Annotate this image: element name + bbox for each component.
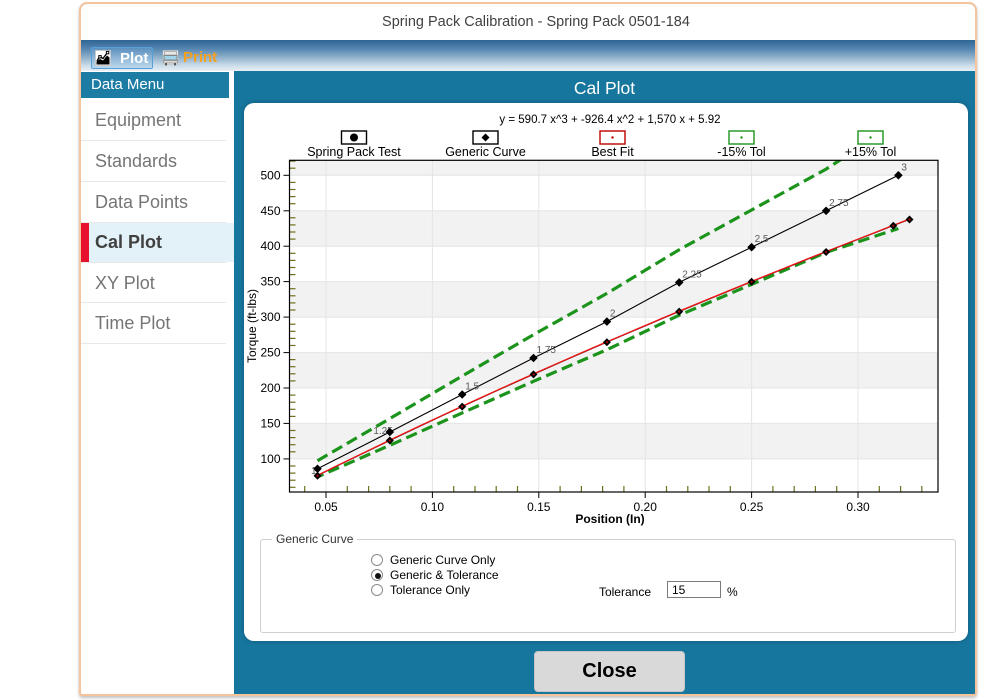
svg-text:1: 1 (311, 466, 317, 477)
svg-text:Position (In): Position (In) (575, 512, 644, 526)
svg-text:-15% Tol: -15% Tol (717, 145, 765, 159)
svg-text:3: 3 (901, 162, 907, 173)
svg-text:+15% Tol: +15% Tol (845, 145, 897, 159)
svg-text:250: 250 (260, 346, 280, 360)
svg-text:2.5: 2.5 (755, 234, 769, 245)
svg-text:Spring Pack Test: Spring Pack Test (307, 145, 401, 159)
svg-text:500: 500 (260, 168, 280, 182)
svg-text:400: 400 (260, 239, 280, 253)
svg-text:350: 350 (260, 275, 280, 289)
svg-text:2: 2 (610, 309, 616, 320)
svg-text:Torque (ft-lbs): Torque (ft-lbs) (245, 289, 259, 363)
svg-text:2.75: 2.75 (829, 198, 849, 209)
svg-text:1.25: 1.25 (373, 426, 393, 437)
svg-text:0.05: 0.05 (314, 500, 338, 514)
svg-text:2.25: 2.25 (682, 269, 702, 280)
svg-text:100: 100 (260, 452, 280, 466)
svg-text:300: 300 (260, 310, 280, 324)
svg-text:150: 150 (260, 416, 280, 430)
svg-text:y = 590.7 x^3 + -926.4 x^2 + 1: y = 590.7 x^3 + -926.4 x^2 + 1,570 x + 5… (499, 114, 720, 126)
svg-text:0.25: 0.25 (740, 500, 764, 514)
svg-text:0.10: 0.10 (421, 500, 445, 514)
svg-text:450: 450 (260, 204, 280, 218)
svg-text:1.5: 1.5 (465, 382, 479, 393)
svg-text:200: 200 (260, 381, 280, 395)
svg-text:Best Fit: Best Fit (591, 145, 634, 159)
svg-text:0.15: 0.15 (527, 500, 551, 514)
svg-text:Generic Curve: Generic Curve (445, 145, 526, 159)
svg-text:0.30: 0.30 (846, 500, 870, 514)
svg-text:1.75: 1.75 (537, 345, 557, 356)
svg-text:0.20: 0.20 (634, 500, 658, 514)
